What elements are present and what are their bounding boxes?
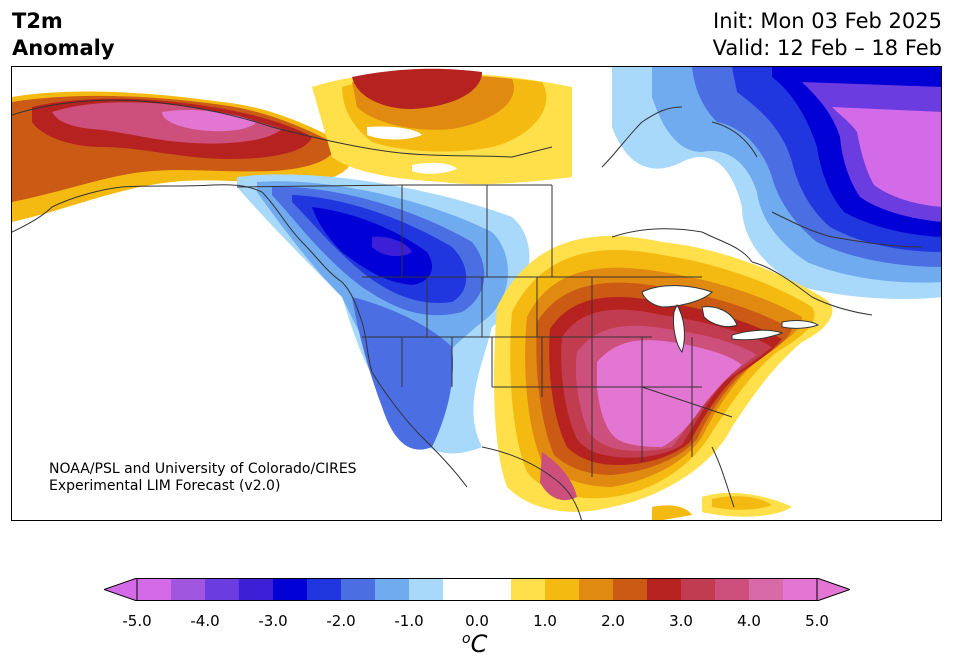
colorbar-segment <box>511 578 546 601</box>
great-lakes <box>641 285 820 354</box>
colorbar-segment <box>341 578 376 601</box>
variable-subtitle: Anomaly <box>12 36 115 60</box>
credit-text: NOAA/PSL and University of Colorado/CIRE… <box>49 461 357 495</box>
colorbar-tick-label: 1.0 <box>533 612 557 630</box>
credit-line-1: NOAA/PSL and University of Colorado/CIRE… <box>49 461 357 477</box>
colorbar-tick-label: 5.0 <box>805 612 829 630</box>
colorbar-unit-label: oC <box>462 630 487 658</box>
colorbar-tick-label: -4.0 <box>190 612 220 630</box>
eastern-canada-cold-anomaly <box>612 67 941 299</box>
variable-name: T2m <box>12 9 63 33</box>
colorbar-tick-label: 3.0 <box>669 612 693 630</box>
colorbar-segment <box>409 578 444 601</box>
colorbar-tick-label: 4.0 <box>737 612 761 630</box>
colorbar-segment <box>205 578 240 601</box>
colorbar-segment <box>171 578 206 601</box>
colorbar-segment <box>681 578 716 601</box>
colorbar-tick-label: -2.0 <box>326 612 356 630</box>
colorbar-tick-label: 2.0 <box>601 612 625 630</box>
colorbar-unit-symbol: C <box>470 630 488 658</box>
colorbar-border <box>136 578 818 601</box>
canada-warm-anomaly <box>312 68 572 185</box>
colorbar-segment <box>239 578 274 601</box>
credit-line-2: Experimental LIM Forecast (v2.0) <box>49 478 281 494</box>
anomaly-map: NOAA/PSL and University of Colorado/CIRE… <box>11 66 942 521</box>
colorbar-segment <box>545 578 580 601</box>
colorbar-unit-degree: o <box>462 631 471 647</box>
colorbar-segment <box>137 578 172 601</box>
colorbar-segment <box>613 578 648 601</box>
anomaly-map-graphic <box>12 67 941 520</box>
western-cold-anomaly <box>237 174 530 454</box>
colorbar-segment <box>749 578 784 601</box>
caribbean-warm-anomaly <box>652 492 792 520</box>
colorbar-tick-label: -5.0 <box>122 612 152 630</box>
colorbar-segment <box>375 578 410 601</box>
eastern-us-warm-anomaly <box>494 235 833 512</box>
colorbar-segment <box>307 578 342 601</box>
colorbar-segment <box>443 578 478 601</box>
alaska-warm-anomaly <box>12 91 352 222</box>
colorbar-segment <box>783 578 818 601</box>
colorbar-tick-label: -1.0 <box>394 612 424 630</box>
colorbar-segment <box>647 578 682 601</box>
colorbar-segment <box>579 578 614 601</box>
colorbar-extend-low <box>104 578 138 601</box>
colorbar-segment <box>715 578 750 601</box>
map-title: T2m Anomaly <box>12 8 115 62</box>
valid-period: Valid: 12 Feb – 18 Feb <box>712 36 942 60</box>
colorbar-tick-label: 0.0 <box>465 612 489 630</box>
init-date: Init: Mon 03 Feb 2025 <box>713 9 942 33</box>
colorbar-segment <box>273 578 308 601</box>
colorbar-extend-high <box>816 578 850 601</box>
forecast-dates: Init: Mon 03 Feb 2025 Valid: 12 Feb – 18… <box>713 8 942 62</box>
colorbar-tick-label: -3.0 <box>258 612 288 630</box>
colorbar <box>104 578 850 601</box>
land-borders <box>12 99 923 520</box>
colorbar-segment <box>477 578 512 601</box>
colorbar-tick-labels: -5.0 -4.0 -3.0 -2.0 -1.0 0.0 1.0 2.0 3.0 4.0 5.0 <box>0 612 954 632</box>
